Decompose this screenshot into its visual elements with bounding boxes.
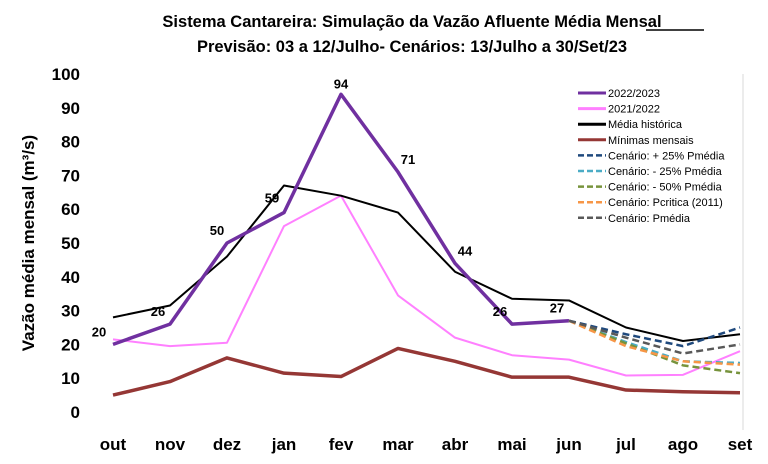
legend-entry: Cenário: + 25% Pmédia [608, 150, 725, 162]
legend-entry: Média histórica [608, 119, 683, 131]
y-tick-label: 60 [61, 200, 80, 219]
chart-title: Sistema Cantareira: Simulação da Vazão A… [162, 13, 661, 31]
x-tick-label: set [728, 435, 753, 454]
data-label: 44 [458, 243, 473, 258]
series-line-2 [112, 184, 741, 343]
data-label: 20 [92, 324, 106, 339]
series-line-3 [112, 346, 741, 397]
legend-entry: 2022/2023 [608, 88, 660, 100]
series-line-0 [112, 92, 570, 347]
series-line-7 [568, 319, 741, 366]
y-axis-label: Vazão média mensal (m³/s) [19, 135, 38, 351]
x-tick-label: dez [213, 435, 241, 454]
data-label: 94 [334, 76, 349, 91]
x-tick-label: nov [155, 435, 186, 454]
y-tick-label: 70 [61, 166, 80, 185]
x-tick-label: abr [442, 435, 469, 454]
legend-entry: 2021/2022 [608, 104, 660, 116]
y-tick-label: 90 [61, 99, 80, 118]
x-tick-label: jul [615, 435, 636, 454]
legend-entry: Cenário: Pcritica (2011) [608, 197, 723, 209]
x-tick-label: jun [555, 435, 582, 454]
y-tick-label: 80 [61, 133, 80, 152]
y-tick-label: 50 [61, 234, 80, 253]
data-label: 59 [265, 191, 279, 206]
y-tick-label: 0 [71, 403, 80, 422]
data-label: 27 [550, 301, 564, 316]
data-label: 71 [401, 152, 415, 167]
data-label: 26 [493, 304, 507, 319]
x-tick-label: fev [329, 435, 354, 454]
chart-subtitle: Previsão: 03 a 12/Julho- Cenários: 13/Ju… [197, 38, 627, 56]
x-tick-label: jan [271, 435, 297, 454]
y-tick-label: 10 [61, 369, 80, 388]
legend-entry: Cenário: Pmédia [608, 213, 691, 225]
series-line-8 [568, 319, 741, 355]
y-tick-label: 100 [52, 65, 80, 84]
series-line-4 [568, 319, 741, 348]
y-tick-label: 20 [61, 335, 80, 354]
x-tick-label: out [100, 435, 127, 454]
legend-entry: Cenário: - 50% Pmédia [608, 182, 723, 194]
y-tick-label: 40 [61, 268, 80, 287]
x-tick-label: mai [497, 435, 526, 454]
series-line-1 [112, 194, 741, 377]
y-tick-label: 30 [61, 302, 80, 321]
data-label: 50 [210, 223, 224, 238]
legend-entry: Cenário: - 25% Pmédia [608, 166, 723, 178]
x-tick-label: mar [382, 435, 414, 454]
x-tick-label: ago [668, 435, 698, 454]
data-label: 26 [151, 304, 165, 319]
legend-entry: Mínimas mensais [608, 135, 694, 147]
